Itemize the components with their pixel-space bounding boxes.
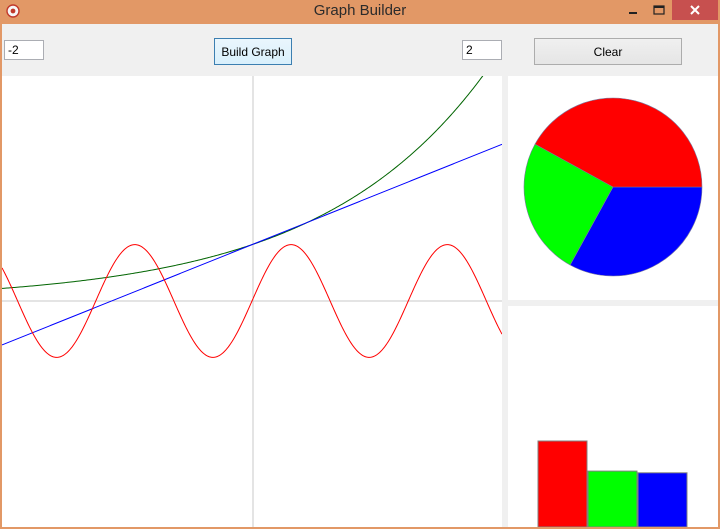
bar-green <box>587 470 638 527</box>
bar-chart-panel <box>508 306 718 527</box>
exponential-curve <box>2 76 484 289</box>
min-value-input[interactable] <box>4 40 44 60</box>
pie-chart-panel <box>508 76 718 300</box>
close-icon <box>690 5 700 15</box>
close-button[interactable] <box>672 0 718 20</box>
minimize-button[interactable] <box>620 0 646 20</box>
max-value-input[interactable] <box>462 40 502 60</box>
minimize-icon <box>629 12 637 14</box>
pie-slice-green <box>523 143 614 266</box>
bar-chart <box>537 440 688 527</box>
app-icon <box>6 4 20 18</box>
pie-slice-red <box>534 97 703 188</box>
function-graph <box>2 76 502 527</box>
sine-curve <box>2 244 502 358</box>
bar-red <box>537 440 588 527</box>
clear-button[interactable]: Clear <box>534 38 682 65</box>
pie-chart <box>523 97 703 277</box>
title-bar: Graph Builder <box>0 0 720 24</box>
maximize-button[interactable] <box>646 0 672 20</box>
client-area: Build Graph Clear <box>2 24 718 527</box>
pie-slice-blue <box>569 186 703 277</box>
build-graph-button[interactable]: Build Graph <box>214 38 292 65</box>
linear-line <box>2 143 502 346</box>
maximize-icon <box>653 5 665 15</box>
function-graph-panel <box>2 76 502 527</box>
bar-blue <box>637 472 688 527</box>
window-title: Graph Builder <box>313 2 407 19</box>
